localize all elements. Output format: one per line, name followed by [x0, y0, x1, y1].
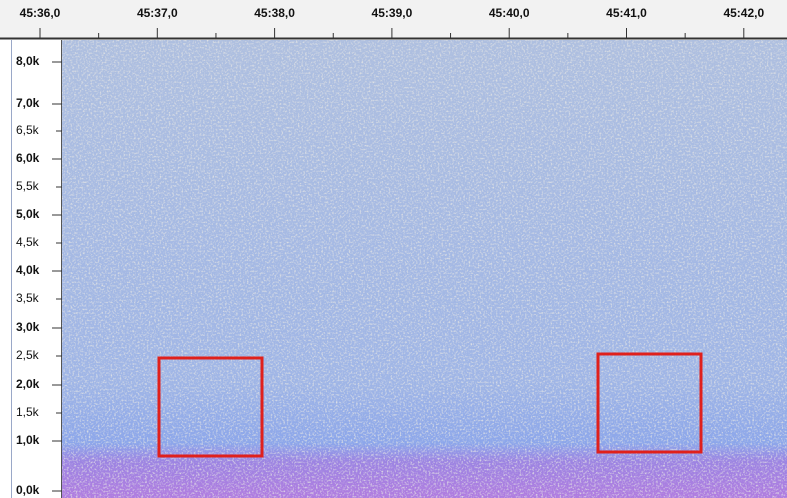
frequency-label: 5,0k: [16, 207, 40, 221]
frequency-label: 6,5k: [16, 123, 40, 137]
frequency-label: 1,5k: [16, 405, 40, 419]
time-label: 45:42,0: [723, 6, 764, 20]
spectrogram-view: 45:36,0 45:37,0 45:38,0 45:39,0 45:40,0 45:41…: [0, 0, 787, 498]
frequency-label: 3,0k: [16, 320, 40, 334]
frequency-label: 7,0k: [16, 96, 40, 110]
frequency-label: 2,0k: [16, 377, 40, 391]
frequency-label: 6,0k: [16, 151, 40, 165]
frequency-label: 2,5k: [16, 348, 40, 362]
time-label: 45:40,0: [489, 6, 530, 20]
time-label: 45:39,0: [372, 6, 413, 20]
frequency-label: 5,5k: [16, 179, 40, 193]
frequency-label: 3,5k: [16, 291, 40, 305]
frequency-label: 4,0k: [16, 263, 40, 277]
time-label: 45:36,0: [20, 6, 61, 20]
time-label: 45:37,0: [137, 6, 178, 20]
frequency-label: 8,0k: [16, 54, 40, 68]
page: 45:36,0 45:37,0 45:38,0 45:39,0 45:40,0 45:41…: [0, 0, 787, 498]
time-label: 45:41,0: [606, 6, 647, 20]
spectrogram-noise: [62, 40, 787, 498]
time-label: 45:38,0: [254, 6, 295, 20]
frequency-label: 0,0k: [16, 483, 40, 497]
frequency-label: 4,5k: [16, 235, 40, 249]
frequency-label: 1,0k: [16, 433, 40, 447]
